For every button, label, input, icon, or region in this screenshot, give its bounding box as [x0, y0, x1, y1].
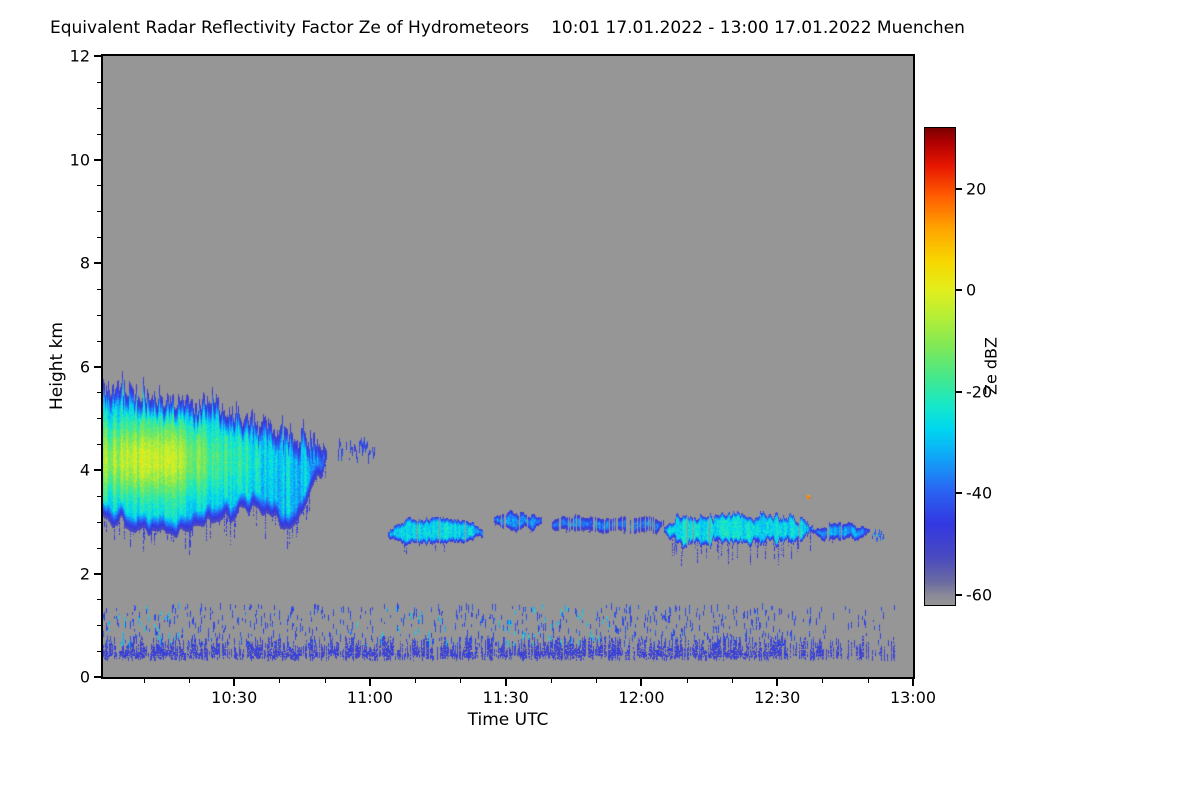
- plot-frame: [101, 54, 915, 679]
- x-minor-tick: [415, 679, 417, 683]
- y-major-tick: [94, 572, 101, 575]
- x-minor-tick: [867, 679, 869, 683]
- x-major-tick: [776, 679, 779, 686]
- x-major-tick: [368, 679, 371, 686]
- x-major-tick: [504, 679, 507, 686]
- y-major-tick: [94, 262, 101, 264]
- y-major-tick: [94, 469, 101, 471]
- x-minor-tick: [596, 679, 598, 683]
- colorbar-tick: [956, 492, 962, 495]
- x-minor-tick: [460, 679, 462, 683]
- colorbar-tick: [956, 593, 962, 596]
- colorbar-tick: [956, 187, 962, 190]
- colorbar-frame: [924, 127, 956, 606]
- x-tick-label: 13:00: [889, 688, 937, 707]
- chart-period: 10:01 17.01.2022 - 13:00 17.01.2022 Muen…: [551, 18, 965, 38]
- x-minor-tick: [143, 679, 145, 683]
- x-axis-label: Time UTC: [467, 710, 549, 730]
- colorbar-tick-label: 0: [966, 280, 977, 300]
- y-major-tick: [94, 55, 101, 57]
- x-minor-tick: [731, 679, 733, 683]
- colorbar-tick-label: -60: [966, 585, 993, 605]
- y-tick-label: 0: [79, 667, 90, 687]
- chart-title-row: Equivalent Radar Reflectivity Factor Ze …: [50, 18, 965, 38]
- x-minor-tick: [279, 679, 281, 683]
- colorbar-label: Ze dBZ: [981, 337, 1001, 395]
- x-tick-label: 12:30: [754, 688, 801, 707]
- y-major-tick: [94, 365, 101, 368]
- y-tick-label: 4: [79, 460, 90, 480]
- radar-heatmap-canvas: [103, 56, 913, 677]
- y-tick-label: 12: [69, 46, 90, 66]
- y-tick-label: 8: [79, 253, 90, 273]
- x-tick-label: 11:30: [482, 688, 529, 707]
- colorbar-gradient: [925, 128, 955, 605]
- x-major-tick: [640, 679, 643, 686]
- x-minor-tick: [324, 679, 326, 683]
- colorbar-tick-label: 20: [966, 179, 987, 199]
- x-minor-tick: [686, 679, 688, 683]
- colorbar-tick-label: -40: [966, 483, 993, 503]
- x-tick-label: 10:30: [211, 688, 258, 707]
- x-minor-tick: [822, 679, 824, 683]
- x-minor-tick: [188, 679, 190, 683]
- y-major-tick: [94, 676, 101, 678]
- y-major-tick: [94, 158, 101, 161]
- x-tick-label: 12:00: [618, 688, 665, 707]
- colorbar-tick: [956, 289, 962, 292]
- colorbar-tick: [956, 390, 962, 393]
- y-axis-label: Height km: [47, 321, 67, 411]
- x-major-tick: [912, 679, 914, 686]
- y-tick-label: 2: [79, 564, 90, 583]
- chart-title: Equivalent Radar Reflectivity Factor Ze …: [50, 18, 530, 38]
- x-minor-tick: [550, 679, 552, 683]
- x-major-tick: [233, 679, 236, 686]
- x-tick-label: 11:00: [346, 688, 394, 707]
- y-tick-label: 10: [69, 150, 90, 169]
